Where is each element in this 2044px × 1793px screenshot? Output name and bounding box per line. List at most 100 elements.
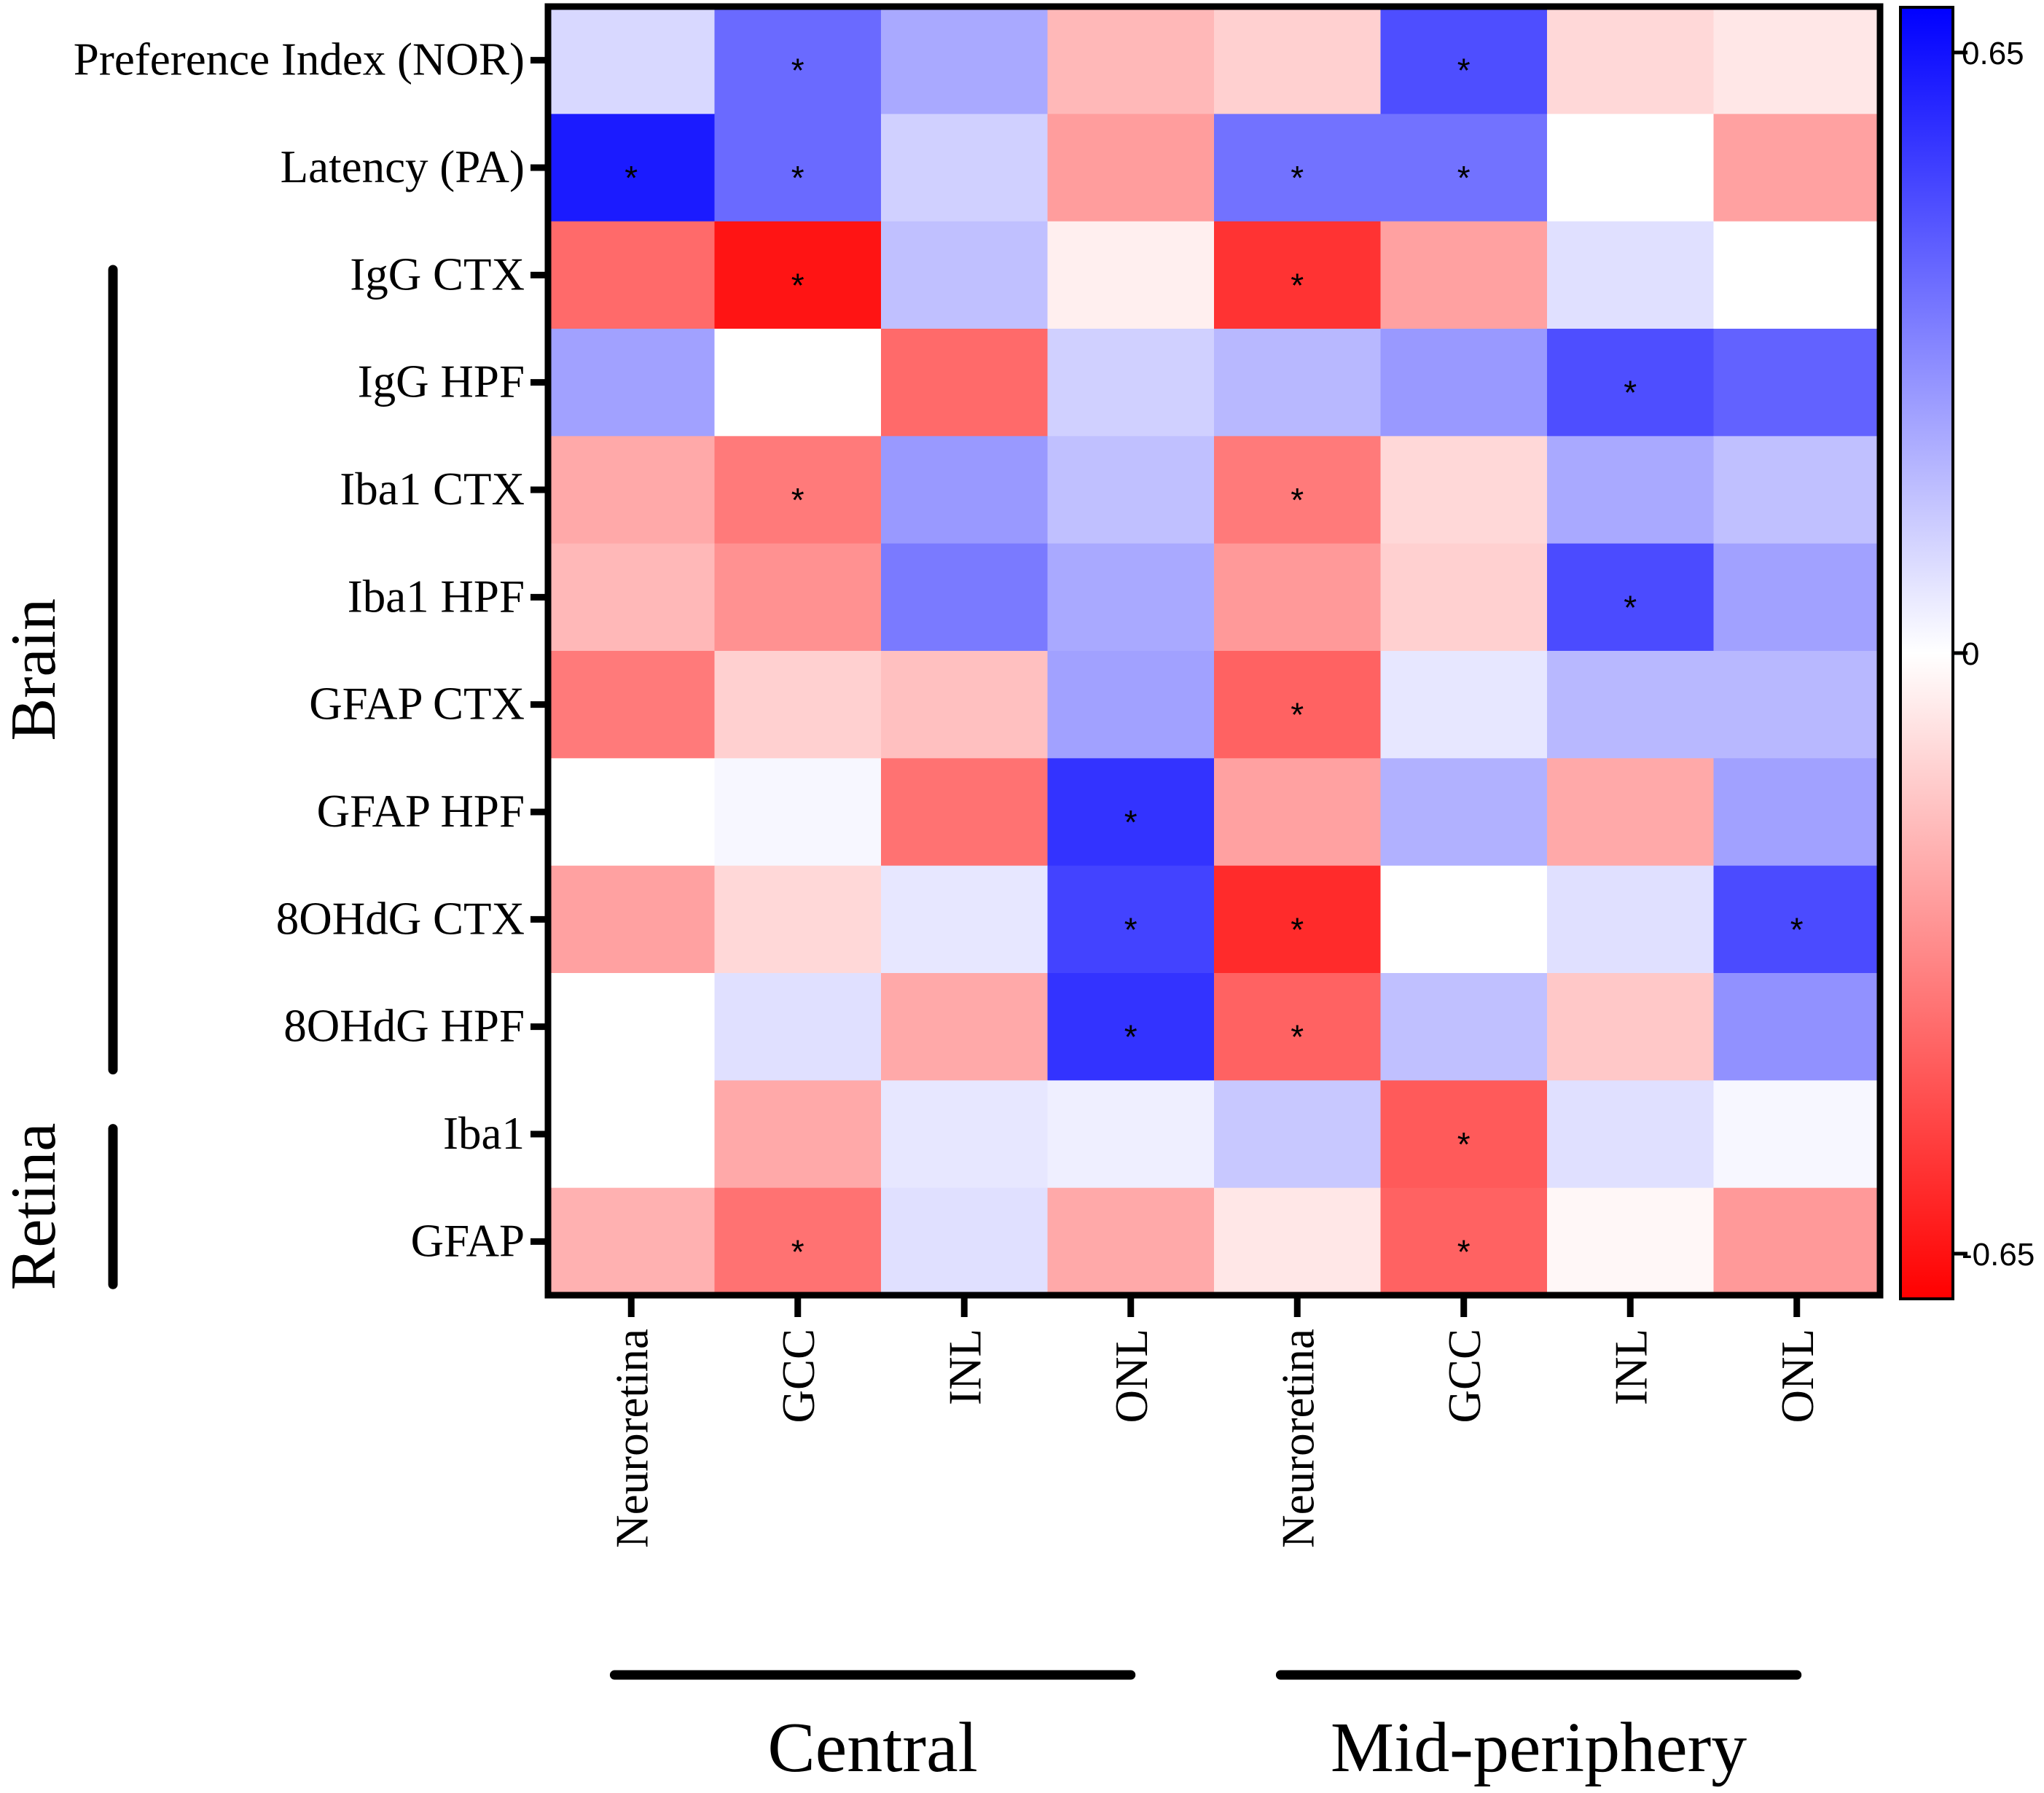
heatmap-cell bbox=[1547, 329, 1714, 437]
row-label: Iba1 bbox=[443, 1108, 525, 1159]
heatmap-cell bbox=[1380, 865, 1548, 974]
significance-star: * bbox=[1124, 910, 1137, 948]
heatmap-cell bbox=[548, 865, 715, 974]
row-label: Latency (PA) bbox=[281, 141, 525, 192]
heatmap-cell bbox=[714, 865, 882, 974]
heatmap-cell bbox=[881, 973, 1048, 1081]
heatmap-cell bbox=[1713, 651, 1881, 759]
column-label: ONL bbox=[1772, 1329, 1823, 1423]
heatmap-cell bbox=[1713, 221, 1881, 329]
significance-star: * bbox=[1291, 696, 1304, 734]
significance-star: * bbox=[791, 1233, 804, 1270]
heatmap-cell bbox=[1047, 114, 1215, 222]
heatmap-cell bbox=[1713, 7, 1881, 114]
heatmap-cell bbox=[1713, 1080, 1881, 1189]
column-axis: Neuroretina GCC INL ONL Neuroretina GCC INL ONL bbox=[606, 1295, 1823, 1548]
significance-star: * bbox=[1291, 481, 1304, 519]
significance-star: * bbox=[791, 159, 804, 197]
column-label: INL bbox=[939, 1329, 990, 1405]
significance-star: * bbox=[1124, 1018, 1137, 1056]
heatmap-cell bbox=[1713, 114, 1881, 222]
heatmap-cell bbox=[1547, 973, 1714, 1081]
significance-markers: * * * * * * * * * * * * * * * * * * * * * * bbox=[624, 52, 1804, 1271]
heatmap-frame bbox=[544, 3, 1884, 1299]
heatmap-cell bbox=[548, 973, 715, 1081]
heatmap-cell bbox=[881, 114, 1048, 222]
heatmap-cell bbox=[1214, 758, 1381, 867]
column-label: GCC bbox=[773, 1329, 824, 1423]
heatmap-cell bbox=[1214, 436, 1381, 544]
heatmap-cell bbox=[1380, 1080, 1548, 1189]
column-label: GCC bbox=[1439, 1329, 1490, 1423]
heatmap-cell bbox=[1380, 436, 1548, 544]
heatmap-cell bbox=[548, 1080, 715, 1189]
column-label: INL bbox=[1605, 1329, 1656, 1405]
significance-star: * bbox=[1457, 1233, 1471, 1270]
row-label: GFAP CTX bbox=[309, 679, 525, 730]
colorbar-tick-label: 0 bbox=[1962, 636, 1979, 672]
heatmap-cell bbox=[1047, 865, 1215, 974]
significance-star: * bbox=[1291, 910, 1304, 948]
column-group-label: Mid-periphery bbox=[1331, 1708, 1747, 1787]
heatmap-cell bbox=[1380, 7, 1548, 114]
heatmap-cell bbox=[714, 758, 882, 867]
row-label: GFAP HPF bbox=[317, 786, 525, 837]
heatmap-cell bbox=[1214, 1080, 1381, 1189]
heatmap-cell bbox=[1380, 221, 1548, 329]
heatmap-cell bbox=[1713, 973, 1881, 1081]
heatmap-cell bbox=[1047, 1187, 1215, 1296]
heatmap-cell bbox=[714, 543, 882, 652]
colorbar: 0.65 0 -0.65 bbox=[1899, 6, 2035, 1300]
heatmap-cell bbox=[1713, 865, 1881, 974]
heatmap-cell bbox=[1214, 1187, 1381, 1296]
heatmap-cell bbox=[1380, 543, 1548, 652]
heatmap-cell bbox=[548, 221, 715, 329]
heatmap-cell bbox=[548, 436, 715, 544]
heatmap-cell bbox=[881, 1187, 1048, 1296]
significance-star: * bbox=[1291, 1018, 1304, 1056]
heatmap-cell bbox=[714, 1187, 882, 1296]
heatmap-cell bbox=[1547, 865, 1714, 974]
significance-star: * bbox=[791, 481, 804, 519]
row-label: IgG CTX bbox=[350, 249, 525, 300]
column-group-label: Central bbox=[767, 1708, 977, 1787]
heatmap-cell bbox=[1047, 758, 1215, 867]
significance-star: * bbox=[1457, 52, 1471, 90]
heatmap-cell bbox=[1047, 973, 1215, 1081]
column-group-brackets: Central Mid-periphery bbox=[609, 1670, 1802, 1787]
heatmap-cell bbox=[548, 651, 715, 759]
heatmap-cell bbox=[1214, 221, 1381, 329]
heatmap-cell bbox=[1214, 114, 1381, 222]
heatmap-cell bbox=[1547, 1080, 1714, 1189]
heatmap-cell bbox=[1047, 7, 1215, 114]
heatmap-cell bbox=[881, 758, 1048, 867]
heatmap-cell bbox=[714, 436, 882, 544]
heatmap-cell bbox=[1713, 543, 1881, 652]
heatmap-cell bbox=[714, 329, 882, 437]
heatmap-cell bbox=[714, 973, 882, 1081]
colorbar-tick-label: 0.65 bbox=[1962, 36, 2024, 71]
row-label: Preference Index (NOR) bbox=[74, 34, 525, 85]
heatmap-cell bbox=[714, 221, 882, 329]
heatmap-cell bbox=[1547, 651, 1714, 759]
heatmap-cell bbox=[1380, 651, 1548, 759]
heatmap-cell bbox=[881, 1080, 1048, 1189]
significance-star: * bbox=[1457, 159, 1471, 197]
heatmap-cell bbox=[1214, 543, 1381, 652]
heatmap-cell bbox=[1047, 221, 1215, 329]
heatmap-cell bbox=[1047, 436, 1215, 544]
heatmap-cell bbox=[881, 865, 1048, 974]
significance-star: * bbox=[624, 159, 638, 197]
row-group-label: Retina bbox=[0, 1123, 69, 1291]
heatmap-cell bbox=[1380, 1187, 1548, 1296]
heatmap-cell bbox=[1713, 329, 1881, 437]
heatmap-cell bbox=[881, 329, 1048, 437]
heatmap-cell bbox=[1214, 7, 1381, 114]
significance-star: * bbox=[1790, 910, 1804, 948]
heatmap-cell bbox=[1547, 1187, 1714, 1296]
heatmap-cell bbox=[881, 651, 1048, 759]
heatmap-cell bbox=[1547, 221, 1714, 329]
heatmap-cells bbox=[548, 7, 1881, 1296]
row-label: GFAP bbox=[411, 1215, 525, 1266]
heatmap-cell bbox=[881, 221, 1048, 329]
